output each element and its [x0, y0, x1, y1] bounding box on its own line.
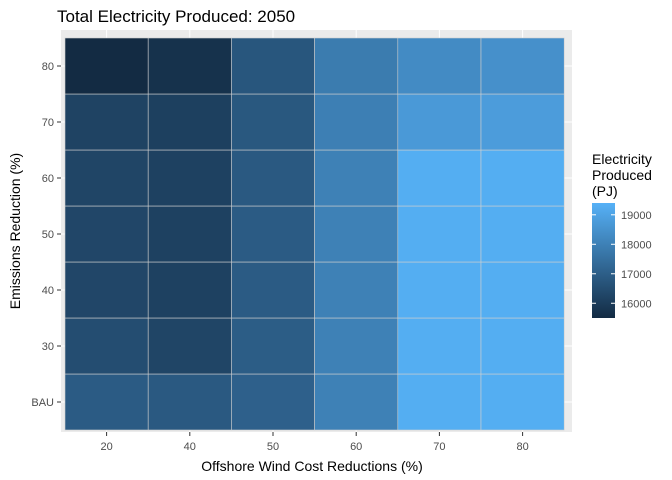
- color-legend: Electricity Produced (PJ) 16000 17000 1800…: [592, 151, 652, 318]
- x-tick-label: 80: [516, 441, 528, 453]
- heatmap-tile: [397, 317, 482, 375]
- y-axis-title: Emissions Reduction (%): [7, 153, 23, 309]
- heatmap-tile: [64, 149, 149, 207]
- heatmap-tile: [147, 37, 232, 95]
- legend-ticks: 16000 17000 18000 19000: [592, 210, 652, 310]
- heatmap-tile: [397, 149, 482, 207]
- heatmap-tile: [64, 261, 149, 319]
- legend-tick-label: 17000: [621, 269, 652, 281]
- heatmap-tile: [397, 37, 482, 95]
- heatmap-tile: [314, 317, 399, 375]
- legend-tick-label: 16000: [621, 298, 652, 310]
- heatmap-tile: [64, 37, 149, 95]
- heatmap-tile: [231, 373, 315, 431]
- heatmap-tile: [147, 149, 232, 207]
- x-tick-label: 60: [350, 441, 362, 453]
- heatmap-tile: [480, 149, 565, 207]
- x-axis-ticks: 20 40 50 60 70 80: [100, 432, 529, 453]
- heatmap-tile: [147, 205, 232, 263]
- y-tick-label: BAU: [31, 397, 54, 409]
- heatmap-tile: [314, 373, 399, 431]
- y-tick-label: 80: [42, 61, 54, 73]
- legend-title-line-3: (PJ): [592, 183, 618, 199]
- legend-title-line-2: Produced: [592, 167, 652, 183]
- heatmap-tile: [480, 373, 565, 431]
- heatmap-tile: [314, 149, 399, 207]
- y-tick-label: 60: [42, 173, 54, 185]
- x-tick-label: 50: [267, 441, 279, 453]
- heatmap-tile: [397, 261, 482, 319]
- heatmap-tile: [480, 205, 565, 263]
- legend-color-bar: [592, 203, 615, 318]
- heatmap-tile: [397, 93, 482, 151]
- x-tick-label: 40: [184, 441, 196, 453]
- heatmap-tile: [314, 93, 399, 151]
- x-tick-label: 70: [433, 441, 445, 453]
- heatmap-tile: [397, 205, 482, 263]
- heatmap-tile: [64, 373, 149, 431]
- y-tick-label: 40: [42, 285, 54, 297]
- heatmap-tile: [64, 93, 149, 151]
- heatmap-tile: [231, 261, 315, 319]
- y-tick-label: 50: [42, 229, 54, 241]
- heatmap-tile: [231, 37, 315, 95]
- legend-title-line-1: Electricity: [592, 151, 652, 167]
- heatmap-tile: [147, 317, 232, 375]
- y-axis-ticks: BAU 30 40 50 60 70 80: [31, 61, 61, 409]
- y-tick-label: 70: [42, 117, 54, 129]
- y-tick-label: 30: [42, 341, 54, 353]
- heatmap-tile: [397, 373, 482, 431]
- legend-tick-label: 18000: [621, 239, 652, 251]
- heatmap-tile: [480, 93, 565, 151]
- heatmap-tile: [231, 317, 315, 375]
- heatmap-tile: [147, 261, 232, 319]
- heatmap-tile: [231, 205, 315, 263]
- heatmap-tiles: [64, 37, 565, 431]
- heatmap-tile: [314, 261, 399, 319]
- heatmap-tile: [64, 205, 149, 263]
- heatmap-tile: [64, 317, 149, 375]
- heatmap-tile: [231, 93, 315, 151]
- heatmap-tile: [147, 373, 232, 431]
- chart-title: Total Electricity Produced: 2050: [57, 7, 295, 26]
- heatmap-tile: [480, 317, 565, 375]
- x-tick-label: 20: [100, 441, 112, 453]
- heatmap-tile: [480, 37, 565, 95]
- heatmap-tile: [231, 149, 315, 207]
- x-axis-title: Offshore Wind Cost Reductions (%): [201, 458, 423, 474]
- heatmap-tile: [314, 205, 399, 263]
- heatmap-tile: [314, 37, 399, 95]
- heatmap-tile: [147, 93, 232, 151]
- legend-tick-label: 19000: [621, 210, 652, 222]
- heatmap-tile: [480, 261, 565, 319]
